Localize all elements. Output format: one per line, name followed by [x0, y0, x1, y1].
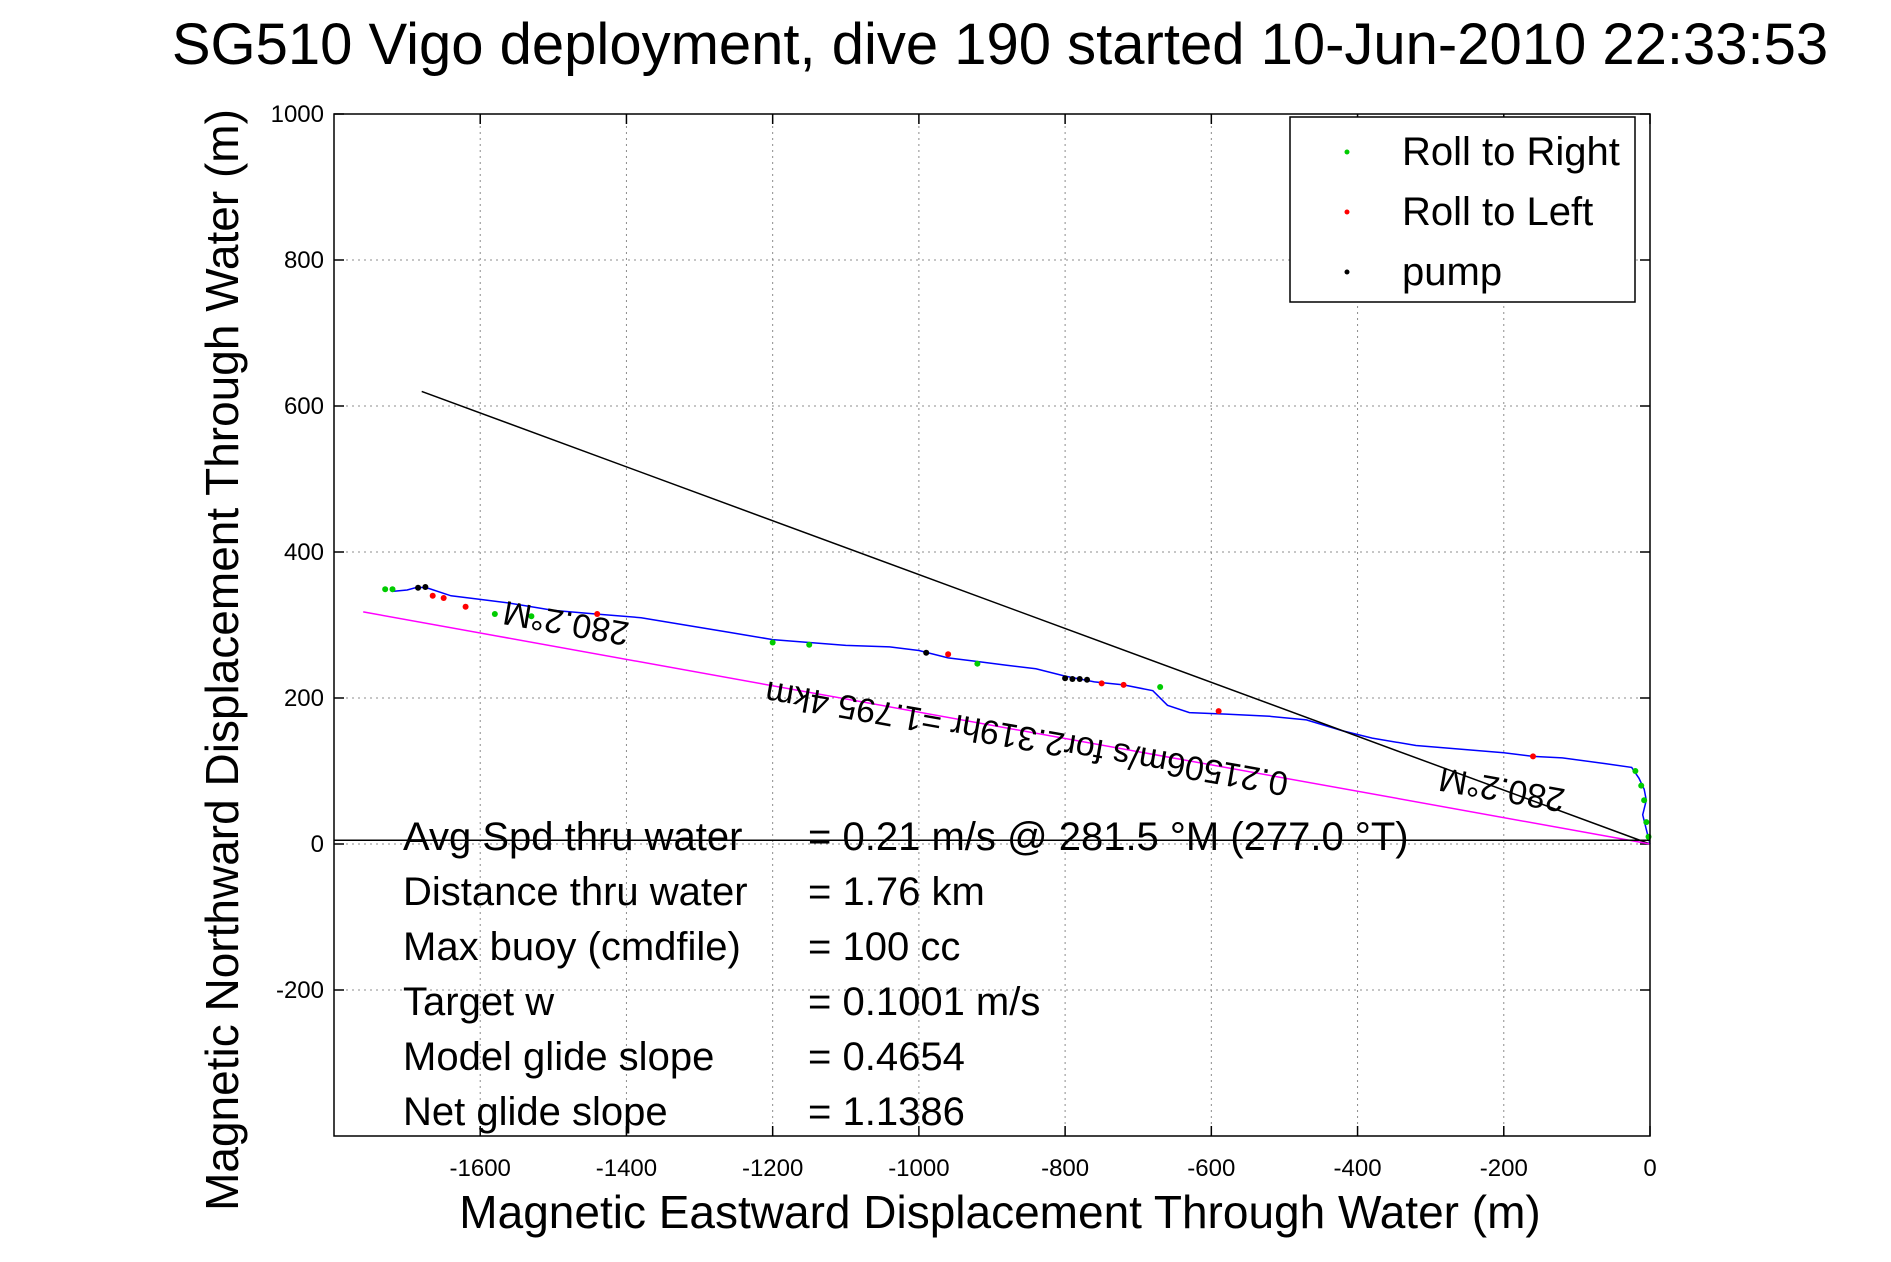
stats-block: Avg Spd thru water = 0.21 m/s @ 281.5 °M …	[403, 815, 1409, 1134]
roll-left-marker	[594, 611, 601, 618]
x-tick-label: -1600	[450, 1155, 511, 1182]
stat-label: Target w	[403, 980, 554, 1024]
roll-left-marker	[429, 592, 436, 599]
x-tick-label: -1200	[742, 1155, 803, 1182]
pump-marker	[1069, 676, 1076, 683]
x-axis-label: Magnetic Eastward Displacement Through W…	[459, 1186, 1540, 1238]
heading-line-black	[421, 390, 1651, 845]
y-tick-label: 400	[284, 539, 324, 566]
y-tick-label: -200	[276, 977, 324, 1004]
roll-right-marker	[1632, 768, 1639, 774]
stat-label: Distance thru water	[403, 870, 748, 914]
stat-value: = 0.21 m/s @ 281.5 °M (277.0 °T)	[808, 815, 1409, 859]
stat-label: Max buoy (cmdfile)	[403, 925, 741, 969]
roll-left-marker	[1120, 681, 1127, 688]
stat-value: = 1.1386	[808, 1090, 965, 1134]
track-line	[392, 586, 1651, 845]
legend-label: Roll to Left	[1402, 190, 1593, 234]
y-tick-label: 200	[284, 685, 324, 712]
roll-right-marker	[974, 660, 981, 667]
x-tick-label: -400	[1334, 1155, 1382, 1182]
markers-group	[382, 584, 1652, 840]
roll-right-marker	[769, 639, 776, 646]
pump-marker	[422, 584, 429, 591]
roll-right-marker	[1157, 684, 1164, 691]
annotation-text: 280.2°M	[500, 593, 632, 652]
pump-marker	[923, 649, 930, 656]
roll-left-marker	[462, 603, 469, 610]
x-tick-label: -800	[1041, 1155, 1089, 1182]
legend-marker	[1344, 149, 1350, 155]
roll-right-marker	[491, 611, 498, 618]
roll-right-marker	[1643, 819, 1650, 826]
heading-line-magenta	[363, 611, 1651, 845]
y-tick-label: 0	[311, 831, 324, 858]
stat-label: Net glide slope	[403, 1090, 668, 1134]
roll-right-marker	[806, 641, 813, 648]
pump-marker	[1084, 676, 1091, 683]
roll-right-marker	[382, 586, 389, 593]
stat-value: = 1.76 km	[808, 870, 985, 914]
roll-left-marker	[440, 594, 447, 601]
stat-value: = 0.4654	[808, 1035, 965, 1079]
x-tick-label: -1400	[596, 1155, 657, 1182]
plot-frame	[333, 113, 1651, 1137]
roll-right-marker	[389, 586, 396, 593]
pump-marker	[1062, 675, 1069, 682]
legend: Roll to Right Roll to Left pump	[1289, 116, 1636, 303]
legend-label: pump	[1402, 250, 1502, 294]
axis-ticks: -1600 -1400 -1200 -1000 -800 -600 -400 -200 0 -20…	[271, 101, 1657, 1182]
x-tick-label: -1000	[888, 1155, 949, 1182]
legend-label: Roll to Right	[1402, 130, 1620, 174]
roll-right-marker	[1638, 782, 1645, 789]
roll-left-marker	[1098, 680, 1105, 687]
annotations-group: 280.2°M0.21506m/s for2.319hr =1.795 4km 2…	[500, 593, 1567, 819]
pump-marker	[415, 584, 422, 591]
y-tick-label: 800	[284, 247, 324, 274]
roll-right-marker	[528, 613, 535, 620]
legend-marker	[1344, 269, 1350, 275]
legend-marker	[1344, 209, 1350, 215]
annotation-text: 280.2°M	[1436, 759, 1568, 818]
x-tick-label: 0	[1643, 1155, 1656, 1182]
chart-title: SG510 Vigo deployment, dive 190 started …	[172, 12, 1828, 77]
y-tick-label: 600	[284, 393, 324, 420]
roll-left-marker	[945, 651, 952, 658]
x-tick-label: -600	[1187, 1155, 1235, 1182]
stat-label: Avg Spd thru water	[403, 815, 742, 859]
pump-marker	[1076, 676, 1083, 683]
roll-right-marker	[1641, 797, 1648, 804]
roll-left-marker	[1215, 708, 1222, 715]
x-tick-label: -200	[1480, 1155, 1528, 1182]
stat-value: = 100 cc	[808, 925, 960, 969]
series-group	[334, 390, 1651, 845]
stat-value: = 0.1001 m/s	[808, 980, 1040, 1024]
y-axis-label: Magnetic Northward Displacement Through …	[196, 109, 248, 1211]
roll-left-marker	[1530, 753, 1537, 760]
y-tick-label: 1000	[271, 101, 324, 128]
stat-label: Model glide slope	[403, 1035, 714, 1079]
